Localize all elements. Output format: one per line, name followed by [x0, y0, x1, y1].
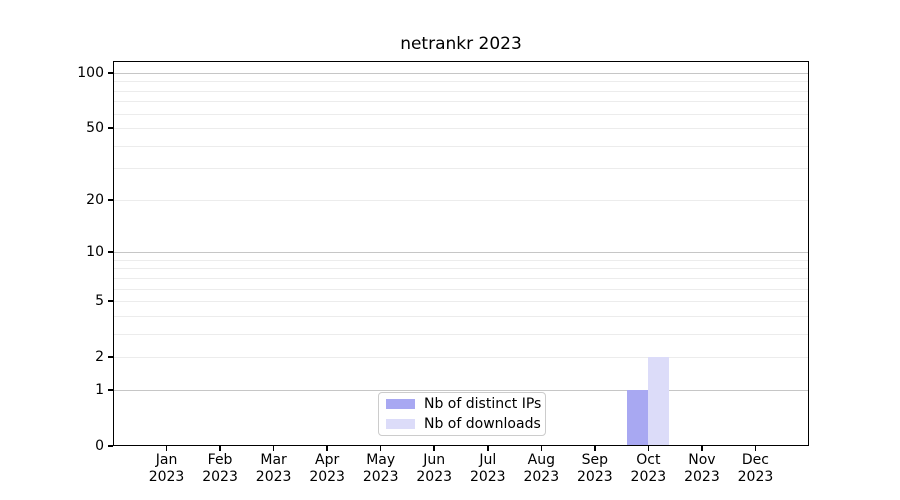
y-tick: [108, 199, 113, 201]
x-tick-label: Sep 2023: [577, 452, 613, 485]
y-tick: [108, 389, 113, 391]
legend-item-distinct-ips: Nb of distinct IPs: [386, 396, 542, 413]
gridline-minor: [113, 145, 809, 147]
gridline-minor: [113, 128, 809, 130]
x-tick: [326, 446, 328, 451]
gridline-minor: [113, 315, 809, 317]
x-tick-label: Apr 2023: [309, 452, 345, 485]
x-tick-label: Feb 2023: [202, 452, 238, 485]
x-tick: [647, 446, 650, 451]
y-tick-label: 1: [95, 381, 104, 398]
x-tick-label: Dec 2023: [737, 452, 774, 485]
y-tick-label: 50: [86, 120, 104, 137]
x-tick: [540, 446, 543, 451]
gridline-major: [113, 389, 809, 391]
y-tick-label: 10: [86, 244, 104, 261]
gridline-minor: [113, 199, 809, 201]
chart-title: netrankr 2023: [400, 34, 522, 54]
y-tick: [108, 251, 113, 253]
gridline-minor: [113, 168, 809, 170]
y-tick-label: 5: [95, 293, 104, 310]
y-tick: [108, 445, 113, 447]
gridline-minor: [113, 113, 809, 115]
legend-label-distinct-ips: Nb of distinct IPs: [424, 396, 542, 412]
x-tick: [165, 446, 168, 451]
y-tick: [108, 72, 113, 74]
x-tick: [701, 446, 703, 451]
y-tick: [108, 356, 113, 358]
x-tick: [754, 446, 757, 451]
gridline-minor: [113, 90, 809, 92]
gridline-major: [113, 72, 809, 74]
legend: Nb of distinct IPs Nb of downloads: [378, 392, 546, 436]
x-tick-label: Oct 2023: [630, 452, 667, 485]
legend-item-downloads: Nb of downloads: [386, 416, 541, 433]
bar-distinct-ips-oct: [627, 389, 649, 446]
y-tick-label: 2: [95, 349, 104, 366]
x-tick: [272, 446, 275, 451]
x-tick: [379, 446, 382, 451]
legend-swatch-distinct-ips: [386, 399, 415, 409]
x-tick: [487, 446, 489, 451]
gridline-minor: [113, 259, 809, 261]
gridline-minor: [113, 357, 809, 359]
x-tick-label: Jan 2023: [148, 452, 185, 485]
gridline-minor: [113, 277, 809, 279]
x-tick: [594, 446, 596, 451]
gridline-major: [113, 252, 809, 254]
plot-area: [113, 61, 809, 446]
y-tick: [108, 300, 113, 302]
y-tick-label: 100: [77, 64, 104, 81]
gridline-minor: [113, 268, 809, 270]
gridline-minor: [113, 333, 809, 335]
gridline-minor: [113, 101, 809, 103]
bar-downloads-oct: [648, 357, 670, 446]
y-tick-label: 0: [95, 438, 104, 454]
gridline-minor: [113, 301, 809, 303]
x-tick-label: Mar 2023: [255, 452, 292, 485]
x-tick: [219, 446, 221, 451]
x-tick-label: May 2023: [362, 452, 399, 485]
gridline-minor: [113, 288, 809, 290]
x-tick-label: Jun 2023: [416, 452, 453, 485]
y-tick-label: 20: [86, 191, 104, 208]
x-tick: [433, 446, 435, 451]
y-tick: [108, 127, 113, 129]
legend-label-downloads: Nb of downloads: [424, 416, 541, 432]
gridline-minor: [113, 81, 809, 83]
legend-swatch-downloads: [386, 419, 415, 429]
x-tick-label: Aug 2023: [523, 452, 560, 485]
x-tick-label: Nov 2023: [684, 452, 720, 485]
x-tick-label: Jul 2023: [469, 452, 506, 485]
